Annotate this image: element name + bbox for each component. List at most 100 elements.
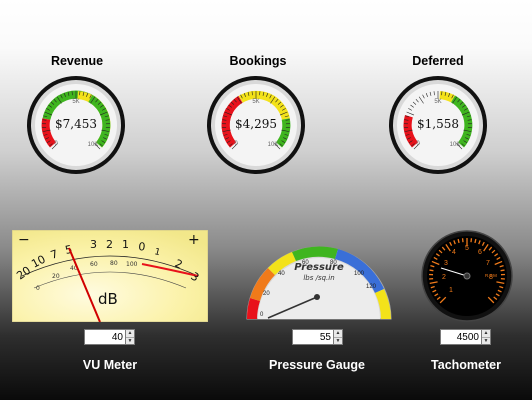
vu-decrement-icon[interactable]: ▼ <box>126 337 134 344</box>
pressure-value-stepper[interactable]: ▲ ▼ <box>292 329 343 345</box>
tacho-tick <box>496 281 505 285</box>
tacho-increment-icon[interactable]: ▲ <box>483 330 489 336</box>
vu-pct-0: 0 <box>36 285 40 292</box>
dial-tick <box>42 129 51 132</box>
pressure-needle <box>267 296 318 319</box>
tacho-tick <box>441 246 446 251</box>
tacho-tick <box>474 238 477 244</box>
dial-tick <box>231 143 238 150</box>
dial-tick <box>404 119 409 121</box>
dial-tick <box>46 140 51 144</box>
pressure-yellow-band-2 <box>375 289 391 319</box>
dial-tick <box>459 101 464 105</box>
dial-tick <box>462 104 466 108</box>
pressure-red-band <box>246 298 260 319</box>
vu-label-3: 3 <box>90 238 97 251</box>
dial-tick <box>233 98 237 103</box>
dial-tick <box>102 108 106 111</box>
pressure-increment-icon[interactable]: ▲ <box>335 330 341 336</box>
dial-tick <box>405 133 410 136</box>
dial-tick <box>425 92 428 97</box>
dial-tick <box>224 111 233 116</box>
svg-text:1: 1 <box>449 287 453 294</box>
dial-tick <box>50 101 55 105</box>
dial-tick <box>466 115 471 118</box>
pressure-subtitle: lbs /sq.in <box>303 274 334 282</box>
dial-tick <box>67 91 70 96</box>
dial-tick <box>99 111 108 116</box>
tacho-tick <box>445 244 451 252</box>
tacho-tick <box>483 244 489 252</box>
pressure-yellow-band <box>268 252 296 275</box>
tacho-decrement-icon[interactable]: ▼ <box>482 337 490 344</box>
dial-tick <box>46 108 50 111</box>
tacho-value-input[interactable] <box>440 329 482 345</box>
tacho-value-stepper[interactable]: ▲ ▼ <box>440 329 491 345</box>
svg-text:5: 5 <box>465 245 469 252</box>
tacho-tick <box>491 249 496 254</box>
pressure-value-input[interactable] <box>292 329 334 345</box>
dial-tick <box>418 96 424 104</box>
dial-tick <box>410 104 414 108</box>
dial-tick <box>103 137 108 140</box>
bookings-yellow-band <box>238 90 290 120</box>
vu-pct-40: 40 <box>70 265 78 272</box>
tacho-spin-buttons[interactable]: ▲ ▼ <box>482 329 491 345</box>
tacho-tick <box>494 253 499 257</box>
deferred-yellow-band <box>439 91 455 103</box>
dial-tick <box>105 119 110 121</box>
dial-tick <box>277 101 282 105</box>
pressure-green-band <box>292 246 338 261</box>
dial-tick <box>404 129 413 132</box>
tacho-tick <box>433 256 438 260</box>
dial-tick <box>53 98 57 103</box>
bookings-max-label: 10K <box>268 142 279 148</box>
dial-tick <box>463 129 472 132</box>
dial-tick <box>104 115 109 118</box>
svg-text:7: 7 <box>486 260 490 267</box>
pressure-decrement-icon[interactable]: ▼ <box>334 337 342 344</box>
pressure-tick-120: 120 <box>366 284 377 290</box>
vu-value-input[interactable] <box>84 329 126 345</box>
tacho-tick <box>497 289 502 293</box>
dial-tick <box>465 137 470 140</box>
pressure-tick-20: 20 <box>263 291 270 297</box>
vu-pct-20: 20 <box>52 273 60 280</box>
deferred-value: $1,558 <box>417 117 459 131</box>
vu-spin-buttons[interactable]: ▲ ▼ <box>126 329 135 345</box>
dial-tick <box>243 92 246 97</box>
dial-tick <box>467 119 472 121</box>
dial-tick <box>97 101 102 105</box>
tacho-tick <box>481 241 485 247</box>
dial-tick <box>236 96 242 104</box>
pressure-tick-60: 60 <box>302 260 309 266</box>
pressure-spin-buttons[interactable]: ▲ ▼ <box>334 329 343 345</box>
dial-tick <box>240 94 243 99</box>
dial-tick <box>60 94 63 99</box>
dial-tick <box>226 140 231 144</box>
dial-tick <box>99 143 103 147</box>
revenue-value: $7,453 <box>55 117 97 131</box>
svg-text:8: 8 <box>489 274 493 281</box>
dial-tick <box>284 115 289 118</box>
svg-text:6: 6 <box>478 249 482 256</box>
dial-tick <box>463 140 468 144</box>
tachometer: 12 3 4 5 6 7 8 R.P.M <box>421 230 513 322</box>
dial-tick <box>461 111 470 116</box>
dial-tick <box>413 143 420 150</box>
tacho-tick <box>499 265 504 268</box>
dial-tick <box>230 101 235 105</box>
dial-tick <box>406 137 411 140</box>
vu-plus-sign: + <box>188 232 200 248</box>
bookings-value: $4,295 <box>235 117 277 131</box>
dial-tick <box>104 133 109 136</box>
vu-increment-icon[interactable]: ▲ <box>127 330 133 336</box>
pressure-blue-band <box>335 249 384 293</box>
dial-tick <box>284 133 289 136</box>
vu-value-stepper[interactable]: ▲ ▼ <box>84 329 135 345</box>
revenue-min-label: 0 <box>54 141 58 147</box>
pressure-orange-band <box>250 268 275 301</box>
dial-tick <box>408 140 413 144</box>
dial-tick <box>63 92 66 97</box>
pressure-tick-80: 80 <box>330 260 337 266</box>
